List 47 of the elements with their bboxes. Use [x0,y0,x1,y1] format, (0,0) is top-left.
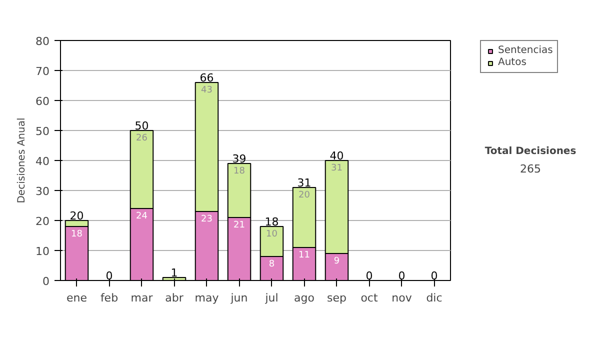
total-label: 18 [264,216,279,228]
total-label: 39 [232,152,246,166]
y-axis-title: Decisiones Anual [16,118,28,204]
x-tick-label: oct [360,292,378,304]
total-label: 66 [200,72,214,84]
data-label: 18 [234,166,246,176]
data-label: 11 [298,250,310,260]
data-label: 20 [298,190,310,200]
legend-label: Autos [498,57,526,68]
x-tick-label: abr [165,292,184,304]
data-label: 26 [136,134,148,144]
x-tick-label: jun [230,292,248,304]
data-label: 9 [334,256,340,266]
x-tick-label: may [194,292,220,304]
data-label: 8 [268,260,275,270]
x-tick-label: nov [392,292,412,304]
data-label: 18 [71,230,83,240]
text: 265 [520,162,541,176]
total-label: 20 [70,210,84,222]
x-tick-label: jul [264,292,278,304]
x-tick-label: dic [426,292,442,304]
data-label: 31 [331,164,342,174]
legend-label: Sentencias [498,45,553,56]
y-tick-label: 70 [36,65,50,78]
total-label: 40 [330,150,344,162]
x-tick-label: sep [327,292,347,304]
text: Total Decisiones [484,146,576,157]
y-tick-label: 0 [42,275,50,288]
total-label: 31 [297,176,312,190]
data-label: 23 [201,214,212,224]
y-tick-label: 60 [36,95,50,108]
data-label: 21 [234,220,245,230]
x-tick-label: feb [100,292,118,304]
y-tick-label: 30 [36,185,50,198]
y-tick-label: 20 [36,215,50,228]
y-tick-label: 40 [36,155,50,168]
x-tick-label: ene [66,292,88,304]
y-tick-label: 10 [36,245,50,258]
data-label: 43 [201,86,212,96]
data-label: 24 [136,212,148,222]
y-tick-label: 80 [36,35,50,48]
y-tick-label: 50 [36,125,50,138]
x-tick-label: ago [294,292,315,304]
x-tick-label: mar [130,292,154,304]
total-label: 50 [134,120,149,132]
data-label: 10 [266,230,278,240]
total-label: 1 [170,266,178,280]
